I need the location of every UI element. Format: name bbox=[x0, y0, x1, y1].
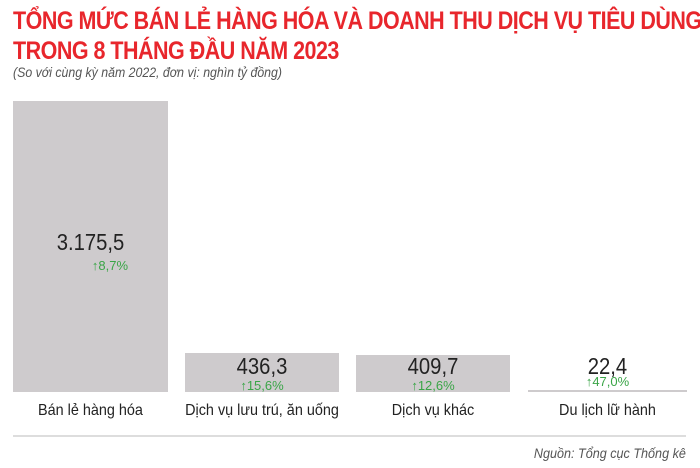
category-label: Dịch vụ khác bbox=[391, 402, 475, 419]
bar-growth: ↑12,6% bbox=[411, 378, 455, 393]
footer-divider bbox=[13, 435, 686, 437]
title-line-1: TỔNG MỨC BÁN LẺ HÀNG HÓA VÀ DOANH THU DỊ… bbox=[13, 7, 700, 35]
bar-value: 436,3 bbox=[236, 353, 288, 379]
bar-value: 3.175,5 bbox=[56, 229, 125, 255]
category-label: Bán lẻ hàng hóa bbox=[38, 402, 143, 419]
category-label: Du lịch lữ hành bbox=[559, 402, 656, 419]
bar-value: 22,4 bbox=[587, 353, 628, 379]
bar-ban-le-hang-hoa bbox=[13, 101, 168, 392]
bar-growth: ↑8,7% bbox=[91, 258, 129, 273]
category-label: Dịch vụ lưu trú, ăn uống bbox=[185, 402, 339, 419]
chart-subtitle: (So với cùng kỳ năm 2022, đơn vị: nghìn … bbox=[13, 64, 282, 80]
bar-value: 409,7 bbox=[407, 353, 459, 379]
bar-du-lich-lu-hanh bbox=[528, 390, 687, 392]
chart-title: TỔNG MỨC BÁN LẺ HÀNG HÓA VÀ DOANH THU DỊ… bbox=[13, 6, 700, 66]
bar-growth: ↑47,0% bbox=[585, 374, 630, 389]
source-note: Nguồn: Tổng cục Thống kê bbox=[533, 445, 686, 461]
title-line-2: TRONG 8 THÁNG ĐẦU NĂM 2023 bbox=[13, 37, 339, 65]
bar-growth: ↑15,6% bbox=[240, 378, 284, 393]
bar-dich-vu-luu-tru bbox=[185, 353, 339, 392]
bar-dich-vu-khac bbox=[356, 355, 510, 392]
